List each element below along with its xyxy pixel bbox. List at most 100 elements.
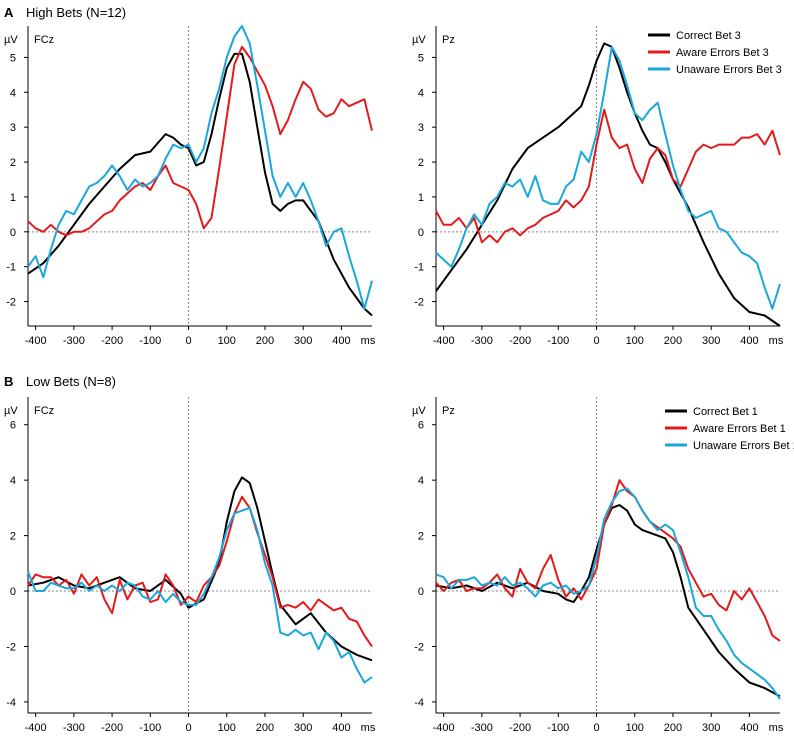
plot-b-fcz: -4 -2 0 2 4 6 -400 -300 -200 -100 0 100 200 300 400 ms µ… [4,397,376,734]
y-tick-label: 6 [418,420,424,432]
x-tick-label: -400 [433,722,455,734]
panel-b-letter: B [4,374,13,389]
panel-a-title: High Bets (N=12) [26,5,126,20]
series-line-unaware [27,25,373,310]
y-tick-label: 0 [418,227,424,239]
series-line-correct [435,504,781,698]
x-tick-label: 0 [185,722,191,734]
x-tick-label: 400 [740,335,758,347]
series-line-unaware [435,45,781,310]
panel-a-letter: A [4,5,14,20]
x-tick-label: 0 [185,335,191,347]
y-tick-label: 4 [418,87,424,99]
x-tick-label: -100 [139,335,161,347]
x-tick-label: -200 [509,335,531,347]
x-tick-label: 300 [702,335,720,347]
legend-label-correct: Correct Bet 1 [693,406,758,418]
y-tick-label: 1 [10,192,16,204]
y-tick-label: 4 [418,475,424,487]
x-axis-unit: ms [769,722,784,734]
y-tick-label: 2 [10,157,16,169]
panel-b-title: Low Bets (N=8) [26,374,116,389]
x-axis-unit: ms [361,722,376,734]
x-tick-label: -100 [139,722,161,734]
x-tick-label: 300 [294,335,312,347]
legend-label-correct: Correct Bet 3 [676,30,741,42]
y-tick-label: 5 [10,52,16,64]
x-tick-label: -200 [101,335,123,347]
x-tick-label: -400 [25,722,47,734]
channel-label: Pz [442,405,455,417]
x-tick-label: -400 [433,335,455,347]
series-line-correct [27,476,373,662]
x-tick-label: 100 [626,722,644,734]
y-tick-label: -2 [6,297,16,309]
y-tick-label: 6 [10,420,16,432]
x-tick-label: -100 [547,722,569,734]
y-tick-label: 2 [418,157,424,169]
channel-label: FCz [34,34,54,46]
x-tick-label: -200 [509,722,531,734]
x-tick-label: 200 [256,722,274,734]
y-tick-label: -4 [414,697,424,709]
x-tick-label: -300 [471,335,493,347]
y-tick-label: -4 [6,697,16,709]
x-axis-unit: ms [361,335,376,347]
channel-label: Pz [442,34,455,46]
plot-a-pz: -2 -1 0 1 2 3 4 5 -400 -300 -200 -100 0 100 200 300 400 m… [412,26,784,347]
y-tick-label: 4 [10,475,16,487]
x-tick-label: 300 [294,722,312,734]
y-axis-unit: µV [4,405,18,417]
series-line-unaware [435,487,781,700]
x-tick-label: 0 [593,335,599,347]
series-line-unaware [27,506,373,684]
legend-label-aware: Aware Errors Bet 1 [693,423,786,435]
x-tick-label: 0 [593,722,599,734]
y-tick-label: 4 [10,87,16,99]
series-line-aware [27,45,373,237]
series-line-aware [27,495,373,648]
plot-b-pz: -4 -2 0 2 4 6 -400 -300 -200 -100 0 100 200 300 400 ms µ… [412,397,794,734]
legend-label-aware: Aware Errors Bet 3 [676,47,769,59]
y-tick-label: -2 [414,297,424,309]
x-tick-label: 400 [740,722,758,734]
y-tick-label: 0 [10,586,16,598]
x-tick-label: 400 [332,722,350,734]
x-tick-label: -400 [25,335,47,347]
x-tick-label: 200 [256,335,274,347]
y-tick-label: 0 [10,227,16,239]
y-tick-label: -1 [414,262,424,274]
plot-a-fcz: -2 -1 0 1 2 3 4 5 -400 -300 -200 -100 0 100 200 300 400 m… [4,25,376,347]
y-tick-label: 2 [418,531,424,543]
x-tick-label: -100 [547,335,569,347]
y-tick-label: 0 [418,586,424,598]
y-tick-label: 3 [10,122,16,134]
y-tick-label: 5 [418,52,424,64]
x-tick-label: -300 [63,335,85,347]
legend-label-unaware: Unaware Errors Bet 3 [676,64,782,76]
x-axis-unit: ms [769,335,784,347]
series-line-aware [435,479,781,642]
y-tick-label: -2 [6,641,16,653]
x-tick-label: 300 [702,722,720,734]
y-axis-unit: µV [4,34,18,46]
y-tick-label: -2 [414,641,424,653]
y-axis-unit: µV [412,405,426,417]
x-tick-label: 400 [332,335,350,347]
x-tick-label: -300 [471,722,493,734]
series-line-aware [435,108,781,244]
x-tick-label: 200 [664,335,682,347]
y-tick-label: -1 [6,262,16,274]
y-axis-unit: µV [412,34,426,46]
x-tick-label: 100 [218,335,236,347]
channel-label: FCz [34,405,54,417]
y-tick-label: 1 [418,192,424,204]
y-tick-label: 3 [418,122,424,134]
legend-label-unaware: Unaware Errors Bet 1 [693,440,794,452]
series-line-correct [435,42,781,327]
x-tick-label: -300 [63,722,85,734]
x-tick-label: 200 [664,722,682,734]
series-line-correct [27,52,373,317]
y-tick-label: 2 [10,531,16,543]
